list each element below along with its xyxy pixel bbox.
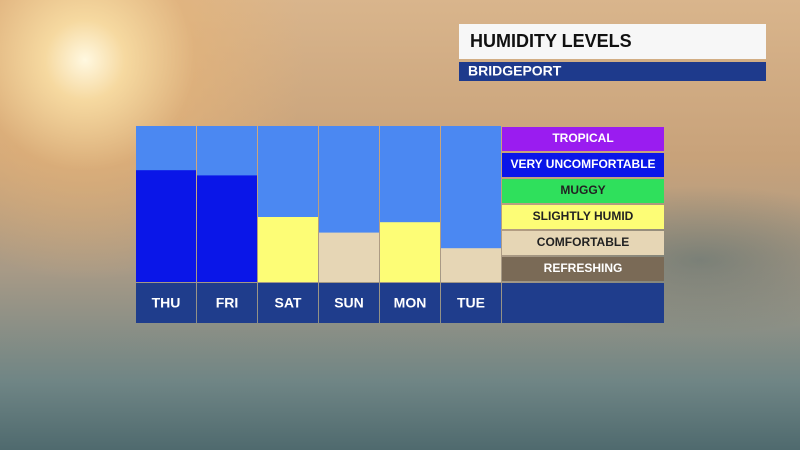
label-cell (380, 283, 440, 323)
level-swatch (502, 179, 664, 203)
subtitle-box (459, 62, 766, 81)
level-swatch (502, 257, 664, 281)
level-swatch (502, 205, 664, 229)
x-tick-label: THU (152, 295, 181, 311)
bar (441, 248, 501, 282)
bar (380, 222, 440, 282)
chart-subtitle: BRIDGEPORT (468, 63, 562, 79)
label-cell (441, 283, 501, 323)
level-label: MUGGY (560, 183, 605, 197)
title-box (459, 24, 766, 59)
label-cell (136, 283, 196, 323)
label-cell (258, 283, 318, 323)
x-tick-label: TUE (457, 295, 485, 311)
legend-footer (502, 283, 664, 323)
label-cell (319, 283, 379, 323)
bar (197, 175, 257, 282)
bar (136, 170, 196, 282)
x-tick-label: SUN (334, 295, 364, 311)
level-label: COMFORTABLE (537, 235, 629, 249)
bar (258, 217, 318, 282)
bar (319, 232, 379, 282)
x-tick-label: SAT (275, 295, 302, 311)
x-tick-label: MON (394, 295, 427, 311)
level-swatch (502, 153, 664, 177)
level-label: SLIGHTLY HUMID (533, 209, 634, 223)
level-label: REFRESHING (544, 261, 623, 275)
level-swatch (502, 231, 664, 255)
label-cell (197, 283, 257, 323)
x-tick-label: FRI (216, 295, 239, 311)
chart-title: HUMIDITY LEVELS (470, 31, 632, 51)
level-label: TROPICAL (552, 131, 613, 145)
level-label: VERY UNCOMFORTABLE (510, 157, 655, 171)
level-swatch (502, 127, 664, 151)
